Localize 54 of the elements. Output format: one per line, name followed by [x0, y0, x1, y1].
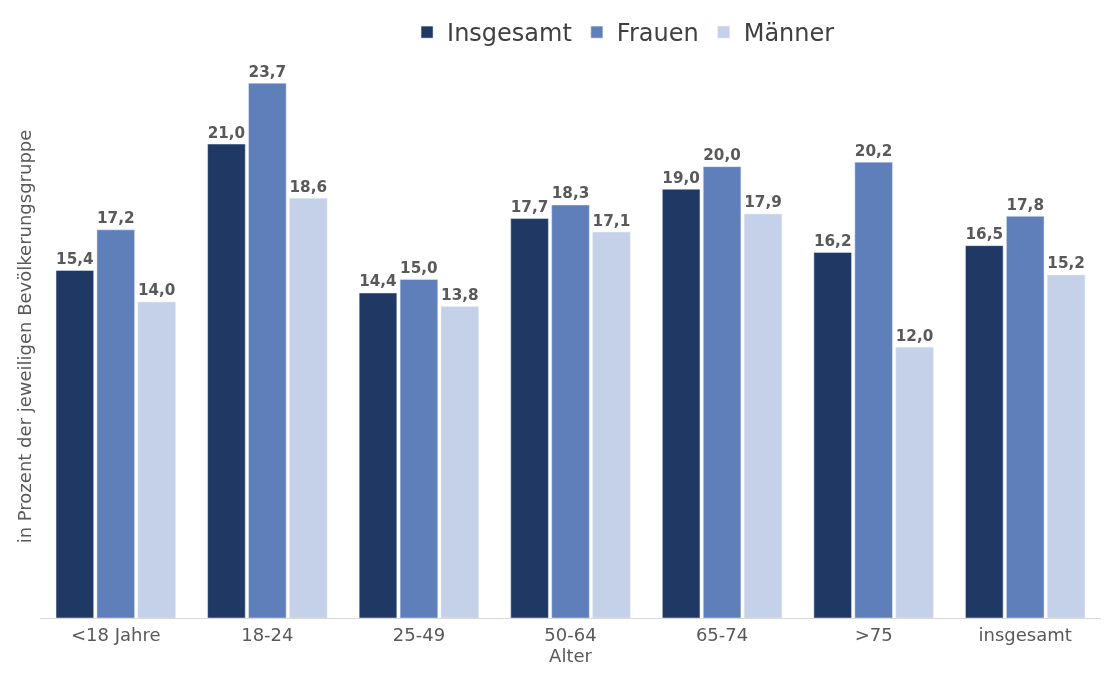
- data-label: 12,0: [895, 326, 934, 345]
- bar: [248, 82, 287, 618]
- bar: [289, 197, 328, 618]
- data-label: 17,1: [592, 211, 631, 230]
- data-label: 17,7: [510, 197, 549, 216]
- bar: [440, 306, 479, 618]
- data-label: 13,8: [441, 285, 479, 304]
- data-label: 17,8: [1006, 195, 1045, 214]
- data-label: 16,5: [965, 225, 1004, 244]
- data-label: 18,3: [551, 184, 590, 203]
- x-tick-label: insgesamt: [978, 623, 1072, 645]
- data-label: 15,0: [400, 258, 438, 277]
- bar: [1006, 216, 1045, 618]
- data-label: 17,2: [96, 209, 135, 228]
- bar: [207, 143, 246, 618]
- data-label: 15,2: [1047, 254, 1085, 273]
- x-tick-label: <18 Jahre: [71, 623, 161, 645]
- data-label: 15,4: [56, 249, 94, 268]
- bar: [662, 188, 701, 618]
- legend-label: Insgesamt: [447, 19, 572, 48]
- x-tick-label: 65-74: [695, 623, 749, 645]
- y-axis-title: in Prozent der jeweiligen Bevölkerungsgruppe: [14, 129, 36, 544]
- data-label: 19,0: [662, 168, 700, 187]
- data-label: 20,2: [854, 141, 893, 160]
- data-label: 20,0: [703, 146, 741, 165]
- bar: [510, 218, 549, 618]
- data-label: 14,0: [137, 281, 176, 300]
- x-tick-label: >75: [854, 623, 893, 645]
- bar: [965, 245, 1004, 618]
- bar: [551, 204, 590, 618]
- bar: [55, 270, 94, 618]
- bar: [137, 301, 176, 618]
- x-tick-label: 18-24: [241, 623, 294, 645]
- bar: [1047, 274, 1086, 618]
- data-label: 18,6: [289, 177, 328, 196]
- bar: [703, 166, 742, 618]
- bar: [592, 231, 631, 618]
- bar: [895, 346, 934, 618]
- bar: [399, 279, 438, 618]
- data-label: 17,9: [744, 193, 782, 212]
- data-label: 16,2: [813, 231, 852, 250]
- data-label: 23,7: [248, 62, 287, 81]
- bar: [743, 213, 783, 618]
- bar: [358, 292, 398, 618]
- x-axis-title: Alter: [549, 644, 593, 666]
- x-tick-label: 25-49: [392, 623, 446, 645]
- bar: [96, 229, 135, 618]
- legend-label: Frauen: [616, 19, 699, 48]
- bar: [813, 252, 852, 618]
- data-label: 14,4: [359, 272, 397, 291]
- data-label: 21,0: [207, 123, 246, 142]
- x-tick-label: 50-64: [544, 623, 597, 645]
- bar: [854, 161, 893, 618]
- legend-label: Männer: [743, 19, 835, 48]
